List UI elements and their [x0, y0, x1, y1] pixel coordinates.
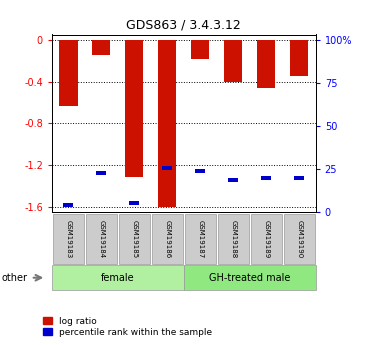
- Bar: [158, 40, 176, 207]
- Bar: [224, 40, 242, 81]
- Text: GSM19189: GSM19189: [263, 220, 269, 258]
- Text: GH-treated male: GH-treated male: [209, 273, 290, 283]
- Text: GSM19186: GSM19186: [164, 220, 170, 258]
- Bar: [294, 176, 304, 180]
- Title: GDS863 / 3.4.3.12: GDS863 / 3.4.3.12: [126, 19, 241, 32]
- Text: GSM19190: GSM19190: [296, 220, 302, 258]
- Bar: [129, 201, 139, 205]
- Text: female: female: [101, 273, 135, 283]
- Text: GSM19184: GSM19184: [99, 220, 104, 258]
- Text: GSM19183: GSM19183: [65, 220, 72, 258]
- Bar: [261, 176, 271, 180]
- Bar: [64, 203, 74, 207]
- Bar: [195, 169, 205, 173]
- Bar: [92, 40, 110, 56]
- Bar: [162, 166, 172, 170]
- Legend: log ratio, percentile rank within the sample: log ratio, percentile rank within the sa…: [39, 313, 216, 341]
- Bar: [191, 40, 209, 59]
- Bar: [96, 171, 106, 175]
- Text: GSM19185: GSM19185: [131, 220, 137, 258]
- Bar: [257, 40, 275, 88]
- Bar: [228, 178, 238, 182]
- Text: GSM19188: GSM19188: [230, 220, 236, 258]
- Bar: [126, 40, 144, 177]
- Text: GSM19187: GSM19187: [198, 220, 203, 258]
- Bar: [290, 40, 308, 76]
- Text: other: other: [2, 273, 28, 283]
- Bar: [59, 40, 77, 106]
